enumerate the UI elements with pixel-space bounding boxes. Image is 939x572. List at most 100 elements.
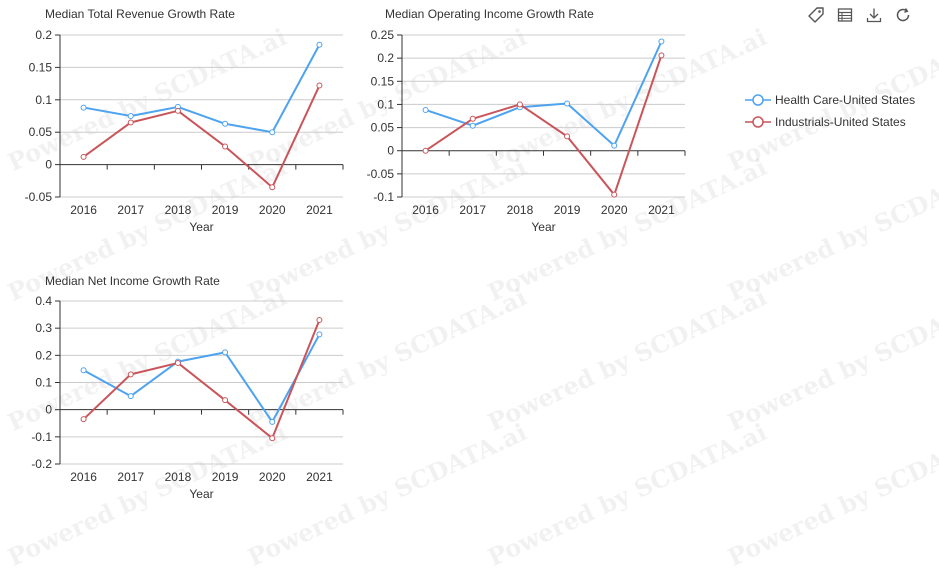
series-line-health-care xyxy=(83,44,321,134)
data-point-industrials xyxy=(269,184,276,191)
data-point-industrials xyxy=(516,101,523,108)
legend-item-industrials[interactable]: Industrials-United States xyxy=(745,111,915,133)
data-point-health-care xyxy=(469,122,476,129)
refresh-icon[interactable] xyxy=(893,5,913,25)
y-tick-label: 0.2 xyxy=(35,348,52,362)
operating-income-chart: Median Operating Income Growth Rate -0.1 -… xyxy=(367,7,686,234)
legend-item-health-care[interactable]: Health Care-United States xyxy=(745,89,915,111)
price-tag-icon[interactable] xyxy=(806,5,826,25)
y-tick-label: 0 xyxy=(45,403,52,417)
data-point-health-care xyxy=(127,113,134,119)
chart-toolbox xyxy=(806,5,913,25)
net-income-x-axis-title: Year xyxy=(189,487,213,501)
operating-income-x-axis-title: Year xyxy=(531,220,555,234)
x-tick-label: 2019 xyxy=(212,203,239,217)
series-line-industrials xyxy=(82,85,321,189)
x-tick-label: 2016 xyxy=(412,203,439,217)
data-point-industrials xyxy=(80,153,87,160)
legend-symbol-health-care xyxy=(745,94,771,106)
series-line-industrials xyxy=(425,55,663,196)
data-point-industrials xyxy=(80,416,87,423)
y-tick-label: -0.1 xyxy=(373,190,394,204)
y-tick-label: 0.05 xyxy=(29,125,53,139)
y-tick-label: -0.05 xyxy=(25,190,53,204)
series-line-industrials xyxy=(82,319,321,440)
legend-symbol-industrials xyxy=(745,116,771,128)
y-tick-label: 0.15 xyxy=(371,74,395,88)
data-point-industrials xyxy=(222,397,229,404)
data-point-industrials xyxy=(564,133,571,140)
data-point-industrials xyxy=(127,371,134,378)
data-point-industrials xyxy=(316,82,323,89)
x-tick-label: 2018 xyxy=(165,470,192,484)
y-tick-label: 0.1 xyxy=(35,376,52,390)
x-tick-label: 2020 xyxy=(259,470,286,484)
data-point-health-care xyxy=(658,38,665,45)
y-tick-label: 0.2 xyxy=(377,51,394,65)
data-point-health-care xyxy=(80,367,87,374)
x-tick-label: 2019 xyxy=(554,203,581,217)
data-point-health-care xyxy=(80,104,87,111)
series-line-health-care xyxy=(83,333,321,423)
net-income-chart-title: Median Net Income Growth Rate xyxy=(45,274,220,288)
charts-canvas: Median Total Revenue Growth Rate -0.05 0 0.… xyxy=(25,7,686,501)
x-tick-label: 2016 xyxy=(70,470,97,484)
data-point-health-care xyxy=(611,142,618,149)
y-tick-label: -0.1 xyxy=(31,430,52,444)
revenue-chart-title: Median Total Revenue Growth Rate xyxy=(45,7,235,21)
x-tick-label: 2021 xyxy=(306,470,333,484)
x-tick-label: 2020 xyxy=(259,203,286,217)
y-tick-label: 0 xyxy=(387,144,394,158)
y-tick-label: 0.2 xyxy=(35,28,52,42)
data-view-icon[interactable] xyxy=(835,5,855,25)
x-tick-label: 2016 xyxy=(70,203,97,217)
data-point-industrials xyxy=(611,191,618,198)
data-point-health-care xyxy=(316,41,323,48)
y-tick-label: 0.25 xyxy=(371,28,395,42)
data-point-health-care xyxy=(269,129,276,136)
y-tick-label: 0.1 xyxy=(35,93,52,107)
y-tick-label: 0 xyxy=(45,158,52,172)
data-point-health-care xyxy=(316,331,323,338)
revenue-chart: Median Total Revenue Growth Rate -0.05 0 0.… xyxy=(25,7,344,234)
y-tick-label: 0.4 xyxy=(35,294,52,308)
y-tick-label: -0.2 xyxy=(31,457,52,471)
legend-label-health-care: Health Care-United States xyxy=(775,93,916,107)
data-point-health-care xyxy=(127,393,134,400)
legend-label-industrials: Industrials-United States xyxy=(775,115,906,129)
data-point-health-care xyxy=(564,100,571,107)
data-point-industrials xyxy=(658,52,665,59)
x-tick-label: 2019 xyxy=(212,470,239,484)
data-point-health-care xyxy=(222,120,229,127)
data-point-industrials xyxy=(316,317,323,324)
x-tick-label: 2021 xyxy=(648,203,675,217)
y-tick-label: 0.3 xyxy=(35,321,52,335)
download-icon[interactable] xyxy=(864,5,884,25)
operating-income-chart-title: Median Operating Income Growth Rate xyxy=(385,7,594,21)
x-tick-label: 2017 xyxy=(117,203,144,217)
revenue-x-axis-title: Year xyxy=(189,220,213,234)
x-tick-label: 2021 xyxy=(306,203,333,217)
x-tick-label: 2020 xyxy=(601,203,628,217)
data-point-industrials xyxy=(222,143,229,150)
data-point-health-care xyxy=(269,418,276,425)
data-point-industrials xyxy=(174,107,181,114)
data-point-industrials xyxy=(269,435,276,442)
data-point-industrials xyxy=(174,359,181,366)
y-tick-label: -0.05 xyxy=(367,167,395,181)
y-tick-label: 0.1 xyxy=(377,97,394,111)
data-point-industrials xyxy=(127,119,134,126)
data-point-health-care xyxy=(222,349,229,356)
y-tick-label: 0.15 xyxy=(29,60,53,74)
net-income-chart: Median Net Income Growth Rate -0.2 -0.1 0 0.… xyxy=(31,274,344,501)
x-tick-label: 2018 xyxy=(507,203,534,217)
x-tick-label: 2017 xyxy=(459,203,486,217)
data-point-industrials xyxy=(469,115,476,122)
chart-legend: Health Care-United States Industrials-Un… xyxy=(745,89,915,133)
y-tick-label: 0.05 xyxy=(371,121,395,135)
data-point-industrials xyxy=(422,147,429,154)
series-line-health-care xyxy=(425,41,663,147)
data-point-health-care xyxy=(422,106,429,113)
x-tick-label: 2017 xyxy=(117,470,144,484)
x-tick-label: 2018 xyxy=(165,203,192,217)
